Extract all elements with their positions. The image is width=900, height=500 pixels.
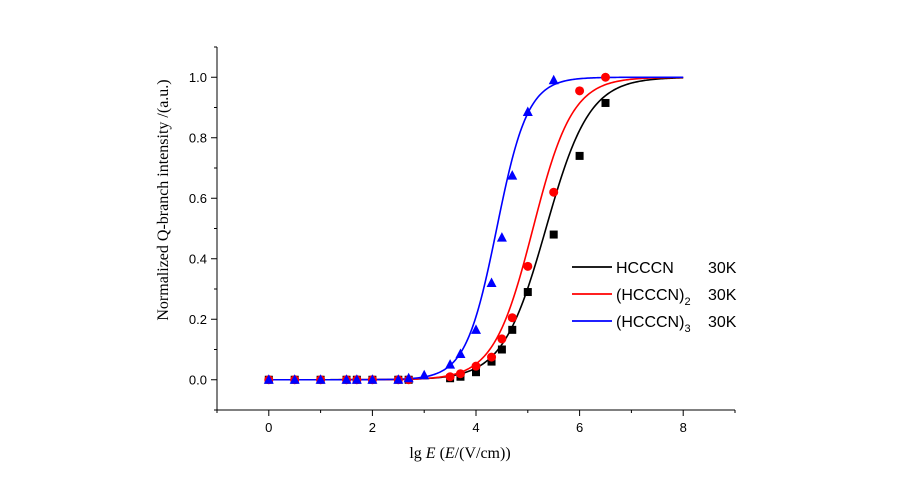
legend-label: HCCCN bbox=[616, 260, 674, 277]
data-point-triangle bbox=[419, 369, 430, 380]
legend-temp: 30K bbox=[708, 314, 737, 331]
data-point-circle bbox=[455, 369, 465, 379]
y-tick-label: 1.0 bbox=[189, 70, 207, 85]
data-point-circle bbox=[507, 313, 517, 323]
data-point-square bbox=[549, 230, 558, 239]
fit-curve bbox=[268, 76, 684, 381]
data-point-square bbox=[523, 288, 532, 297]
data-points bbox=[263, 72, 610, 385]
data-point-circle bbox=[575, 86, 585, 96]
y-tick-label: 0.0 bbox=[189, 372, 207, 387]
data-point-square bbox=[497, 345, 506, 354]
data-point-triangle bbox=[393, 374, 404, 384]
data-point-circle bbox=[497, 334, 507, 344]
data-point-triangle bbox=[471, 324, 481, 334]
data-point-triangle bbox=[263, 374, 274, 384]
legend-label: (HCCCN)2 bbox=[616, 287, 691, 308]
data-point-square bbox=[487, 357, 496, 366]
data-point-triangle bbox=[548, 74, 559, 85]
data-point-square bbox=[508, 325, 517, 334]
legend-label: (HCCCN)3 bbox=[616, 314, 691, 335]
fit-curves bbox=[268, 76, 684, 381]
data-point-triangle bbox=[445, 359, 456, 369]
data-point-circle bbox=[471, 361, 481, 371]
plot-frame bbox=[216, 47, 735, 411]
x-tick-label: 0 bbox=[265, 420, 272, 435]
data-point-square bbox=[601, 98, 610, 107]
legend-temp: 30K bbox=[708, 287, 737, 304]
x-axis: 0 2 4 6 8 bbox=[216, 410, 736, 435]
x-tick-label: 4 bbox=[472, 420, 479, 435]
data-point-triangle bbox=[496, 232, 507, 242]
data-point-triangle bbox=[486, 277, 497, 287]
fit-curve bbox=[268, 76, 684, 381]
x-tick-label: 6 bbox=[576, 420, 583, 435]
x-tick-label: 2 bbox=[369, 420, 376, 435]
y-axis: 0.0 0.2 0.4 0.6 0.8 1.0 bbox=[189, 46, 217, 411]
y-tick-label: 0.8 bbox=[189, 130, 207, 145]
legend: HCCCN 30K (HCCCN)2 30K (HCCCN)3 30K bbox=[572, 260, 737, 335]
data-point-triangle bbox=[367, 374, 378, 384]
x-axis-title: lg E (E/(V/cm)) bbox=[409, 445, 510, 462]
x-tick-label: 8 bbox=[680, 420, 687, 435]
data-point-triangle bbox=[522, 106, 533, 117]
data-point-triangle bbox=[341, 374, 352, 384]
data-point-circle bbox=[601, 72, 610, 82]
legend-temp: 30K bbox=[708, 260, 737, 277]
data-point-triangle bbox=[351, 374, 362, 384]
fit-curve bbox=[268, 77, 684, 381]
y-tick-label: 0.6 bbox=[189, 191, 207, 206]
data-point-triangle bbox=[507, 170, 518, 180]
data-point-circle bbox=[487, 352, 497, 362]
data-point-circle bbox=[549, 187, 559, 197]
y-tick-label: 0.4 bbox=[189, 251, 207, 266]
data-point-circle bbox=[523, 261, 533, 271]
data-point-square bbox=[575, 151, 584, 160]
y-axis-title: Normalized Q-branch intensity /(a.u.) bbox=[155, 79, 172, 320]
data-point-triangle bbox=[403, 372, 414, 383]
data-point-circle bbox=[445, 372, 455, 382]
y-tick-label: 0.2 bbox=[189, 312, 207, 327]
data-point-square bbox=[472, 368, 480, 377]
data-point-triangle bbox=[289, 374, 300, 384]
data-point-triangle bbox=[455, 348, 466, 359]
data-point-triangle bbox=[315, 374, 326, 384]
